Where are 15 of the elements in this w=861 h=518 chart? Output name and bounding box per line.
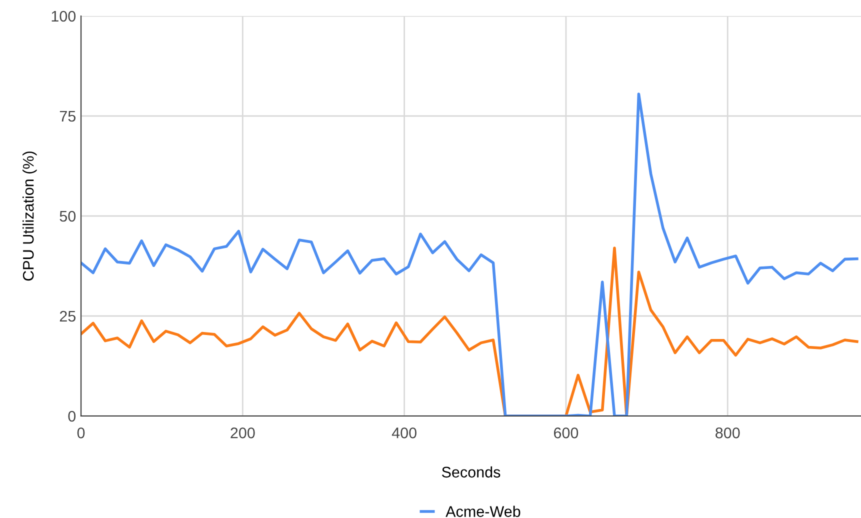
x-tick-label: 400 — [392, 428, 416, 438]
line-series — [81, 246, 858, 416]
x-axis-title: Seconds — [442, 466, 500, 478]
y-tick-label: 0 — [68, 410, 76, 422]
line-series — [81, 92, 858, 416]
x-tick-label: 600 — [554, 428, 578, 438]
x-tick-label: 0 — [77, 428, 85, 438]
y-tick-label: 25 — [60, 310, 76, 322]
y-tick-label: 75 — [60, 111, 76, 122]
x-tick-label: 800 — [716, 428, 740, 438]
x-tick-label: 200 — [230, 428, 255, 438]
y-tick-label: 50 — [60, 210, 76, 222]
y-axis-title: CPU Utilization (%) — [22, 152, 37, 281]
legend-label: Acme-Web — [446, 506, 520, 517]
y-tick-label: 100 — [52, 10, 76, 22]
